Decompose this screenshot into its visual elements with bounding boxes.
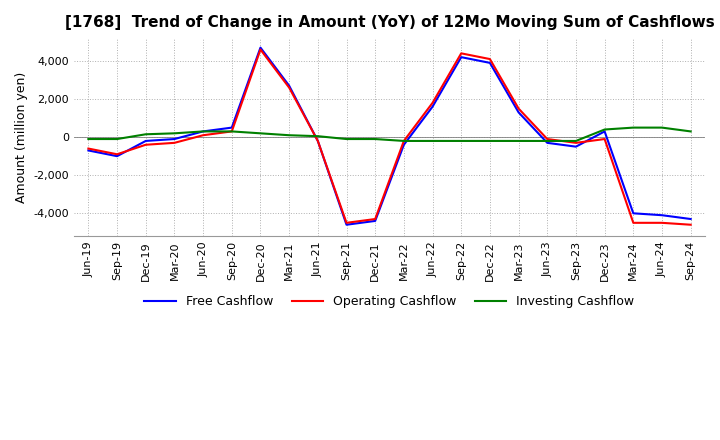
Free Cashflow — [514, 110, 523, 115]
Free Cashflow — [256, 45, 265, 50]
Operating Cashflow — [657, 220, 666, 225]
Investing Cashflow — [686, 129, 695, 134]
Operating Cashflow — [313, 138, 322, 143]
Free Cashflow — [170, 136, 179, 142]
Investing Cashflow — [228, 129, 236, 134]
Investing Cashflow — [256, 131, 265, 136]
Operating Cashflow — [400, 138, 408, 143]
Investing Cashflow — [371, 136, 379, 142]
Free Cashflow — [228, 125, 236, 130]
Operating Cashflow — [600, 136, 609, 142]
Investing Cashflow — [170, 131, 179, 136]
Investing Cashflow — [285, 132, 294, 138]
Free Cashflow — [485, 60, 494, 66]
Investing Cashflow — [657, 125, 666, 130]
Operating Cashflow — [170, 140, 179, 146]
Operating Cashflow — [428, 100, 437, 106]
Free Cashflow — [313, 138, 322, 143]
Operating Cashflow — [342, 220, 351, 225]
Investing Cashflow — [313, 134, 322, 139]
Operating Cashflow — [629, 220, 638, 225]
Investing Cashflow — [572, 138, 580, 143]
Operating Cashflow — [572, 140, 580, 146]
Operating Cashflow — [686, 222, 695, 227]
Free Cashflow — [84, 148, 93, 153]
Investing Cashflow — [514, 138, 523, 143]
Investing Cashflow — [428, 138, 437, 143]
Investing Cashflow — [84, 136, 93, 142]
Operating Cashflow — [371, 216, 379, 222]
Free Cashflow — [572, 144, 580, 149]
Operating Cashflow — [543, 136, 552, 142]
Free Cashflow — [657, 213, 666, 218]
Operating Cashflow — [141, 142, 150, 147]
Line: Operating Cashflow: Operating Cashflow — [89, 50, 690, 225]
Free Cashflow — [686, 216, 695, 222]
Operating Cashflow — [256, 47, 265, 52]
Investing Cashflow — [400, 138, 408, 143]
Operating Cashflow — [228, 129, 236, 134]
Free Cashflow — [543, 140, 552, 146]
Operating Cashflow — [199, 132, 207, 138]
Free Cashflow — [400, 142, 408, 147]
Operating Cashflow — [485, 56, 494, 62]
Free Cashflow — [141, 138, 150, 143]
Operating Cashflow — [457, 51, 466, 56]
Investing Cashflow — [457, 138, 466, 143]
Investing Cashflow — [141, 132, 150, 137]
Free Cashflow — [457, 55, 466, 60]
Free Cashflow — [342, 222, 351, 227]
Investing Cashflow — [600, 127, 609, 132]
Legend: Free Cashflow, Operating Cashflow, Investing Cashflow: Free Cashflow, Operating Cashflow, Inves… — [140, 290, 639, 313]
Investing Cashflow — [199, 129, 207, 134]
Investing Cashflow — [113, 136, 122, 142]
Line: Free Cashflow: Free Cashflow — [89, 48, 690, 225]
Free Cashflow — [428, 104, 437, 109]
Line: Investing Cashflow: Investing Cashflow — [89, 128, 690, 141]
Investing Cashflow — [342, 136, 351, 142]
Operating Cashflow — [285, 85, 294, 90]
Free Cashflow — [629, 211, 638, 216]
Title: [1768]  Trend of Change in Amount (YoY) of 12Mo Moving Sum of Cashflows: [1768] Trend of Change in Amount (YoY) o… — [65, 15, 714, 30]
Free Cashflow — [199, 129, 207, 134]
Free Cashflow — [285, 83, 294, 88]
Investing Cashflow — [543, 138, 552, 143]
Investing Cashflow — [629, 125, 638, 130]
Operating Cashflow — [84, 146, 93, 151]
Operating Cashflow — [514, 106, 523, 111]
Operating Cashflow — [113, 152, 122, 157]
Y-axis label: Amount (million yen): Amount (million yen) — [15, 72, 28, 203]
Free Cashflow — [600, 129, 609, 134]
Free Cashflow — [113, 154, 122, 159]
Investing Cashflow — [485, 138, 494, 143]
Free Cashflow — [371, 218, 379, 224]
